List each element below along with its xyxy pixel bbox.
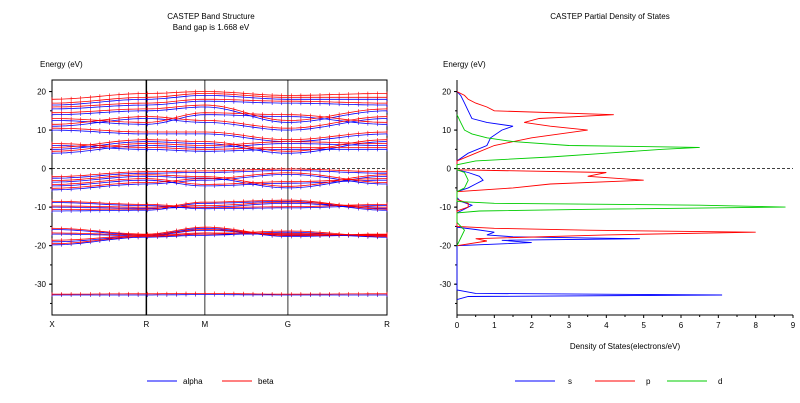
band-line-beta — [51, 226, 387, 236]
kpoint-label: M — [202, 320, 209, 329]
band-structure-plot: 20 10 0 -10 -20 -30 X R M G R — [34, 79, 390, 329]
band-line-beta — [52, 174, 387, 187]
legend-beta-label: beta — [258, 377, 274, 386]
pdos-xtick-label: 0 — [455, 321, 460, 330]
band-line-alpha — [52, 145, 387, 152]
band-line-beta — [52, 201, 387, 208]
band-line-alpha — [52, 100, 387, 110]
band-plot-frame — [51, 79, 388, 316]
pdos-xtick-label: 1 — [492, 321, 497, 330]
band-line-alpha — [52, 202, 387, 209]
pdos-legend: s p d — [515, 377, 722, 386]
pdos-xtick-label: 3 — [567, 321, 572, 330]
band-line-beta — [52, 139, 388, 152]
pdos-xtick-label: 7 — [716, 321, 721, 330]
band-ytick-label: -30 — [34, 280, 46, 289]
pdos-ytick-label: -20 — [439, 242, 451, 251]
pdos-ytick-label: 20 — [442, 88, 451, 97]
band-line-alpha — [52, 129, 388, 142]
band-line-beta — [51, 172, 388, 189]
band-line-beta — [51, 98, 387, 108]
band-line-beta — [52, 293, 387, 295]
band-line-beta — [52, 201, 387, 208]
band-line-beta — [52, 104, 388, 121]
band-line-alpha — [52, 202, 387, 210]
pdos-xtick-label: 8 — [753, 321, 758, 330]
band-ytick-label: -20 — [34, 242, 46, 251]
band-ytick-label: 10 — [37, 126, 46, 135]
pdos-xtick-label: 2 — [529, 321, 534, 330]
band-structure-title: CASTEP Band Structure — [167, 12, 255, 21]
band-line-alpha — [52, 114, 387, 125]
pdos-title: CASTEP Partial Density of States — [550, 12, 669, 21]
band-ytick-label: -10 — [34, 203, 46, 212]
pdos-xtick-label: 4 — [604, 321, 609, 330]
pdos-xtick-label: 9 — [791, 321, 796, 330]
pdos-series-p — [456, 91, 756, 247]
legend-d-label: d — [718, 377, 722, 386]
band-line-beta — [52, 143, 387, 150]
band-series-beta — [51, 89, 388, 297]
band-series-alpha — [51, 93, 388, 297]
pdos-ytick-label: 0 — [447, 165, 452, 174]
band-line-beta — [52, 168, 387, 178]
pdos-ylabel: Energy (eV) — [443, 60, 486, 69]
band-line-beta — [51, 91, 387, 100]
pdos-ytick-label: 10 — [442, 126, 451, 135]
band-ytick-label: 20 — [37, 88, 46, 97]
pdos-series-d — [456, 114, 786, 246]
pdos-ytick-label: -10 — [439, 203, 451, 212]
pdos-series-s — [456, 91, 723, 301]
pdos-xlabel: Density of States(electrons/eV) — [570, 342, 681, 351]
band-line-beta — [52, 127, 388, 141]
band-structure-ylabel: Energy (eV) — [40, 60, 83, 69]
band-line-beta — [52, 112, 388, 123]
band-structure-subtitle: Band gap is 1.668 eV — [173, 23, 250, 32]
kpoint-label: G — [285, 320, 291, 329]
band-line-alpha — [52, 174, 387, 191]
legend-p-label: p — [646, 377, 651, 386]
band-line-beta — [52, 93, 387, 104]
kpoint-label: R — [384, 320, 390, 329]
band-line-beta — [52, 178, 387, 185]
pdos-ytick-label: -30 — [439, 280, 451, 289]
kpoint-label: R — [143, 320, 149, 329]
band-line-alpha — [52, 227, 387, 237]
band-line-alpha — [52, 95, 387, 106]
band-line-alpha — [52, 175, 388, 189]
kpoint-label: X — [49, 320, 55, 329]
legend-s-label: s — [568, 377, 572, 386]
band-ytick-label: 0 — [42, 165, 47, 174]
band-line-alpha — [52, 170, 387, 179]
pdos-xtick-label: 6 — [679, 321, 684, 330]
legend-alpha-label: alpha — [183, 377, 203, 386]
pdos-xtick-label: 5 — [641, 321, 646, 330]
band-line-beta — [52, 116, 388, 129]
band-line-beta — [52, 230, 387, 245]
band-line-alpha — [52, 141, 388, 154]
pdos-plot: 20 10 0 -10 -20 -30 0 1 2 3 4 5 6 7 8 9 — [439, 80, 796, 330]
band-structure-legend: alpha beta — [147, 377, 274, 386]
